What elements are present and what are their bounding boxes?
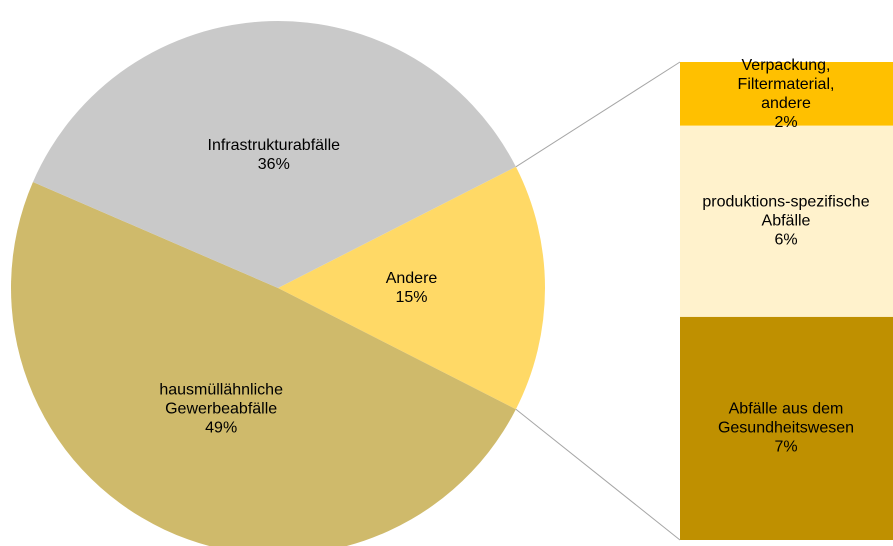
value-label: 49% [205,419,238,437]
category-label: Infrastrukturabfälle [207,136,341,154]
category-label: hausmüllähnliche Gewerbeabfälle [159,381,283,418]
pie-slice [32,21,516,289]
data-label: Abfälle aus dem Gesundheitswesen 7% [711,400,861,457]
pie-slice [278,166,546,410]
value-label: 6% [774,231,798,249]
value-label: 2% [774,113,798,131]
connector-line [515,408,681,541]
data-label: Infrastrukturabfälle 36% [199,136,349,174]
pie-slice [11,181,516,546]
value-label: 36% [257,155,290,173]
value-label: 15% [395,289,428,306]
category-label: Verpackung, Filtermaterial, andere [737,56,835,112]
category-label: produktions-spezifische Abfälle [702,193,870,230]
data-label: produktions-spezifische Abfälle 6% [681,193,891,250]
bar-segment [680,316,893,540]
category-label: Andere [385,270,438,287]
data-label: hausmüllähnliche Gewerbeabfälle 49% [146,380,296,437]
bar-segment [680,125,893,317]
category-label: Abfälle aus dem Gesundheitswesen [717,400,855,437]
value-label: 7% [774,438,798,456]
data-label: Verpackung, Filtermaterial, andere 2% [731,56,841,132]
data-label: Andere 15% [337,269,487,307]
connector-line [515,61,681,168]
bar-segment [680,62,893,126]
